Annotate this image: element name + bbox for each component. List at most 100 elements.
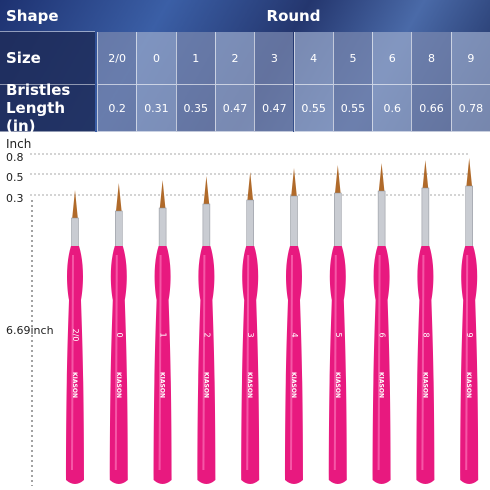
size-label: 5 [334, 332, 343, 337]
brush: 0 KIASON [109, 183, 128, 484]
bristles [334, 165, 341, 195]
brush: 6 KIASON [372, 163, 391, 484]
handle [197, 246, 216, 484]
ferrule [158, 207, 167, 249]
ferrule [115, 210, 123, 249]
scale-unit: Inch [6, 137, 31, 151]
bristles [159, 180, 166, 210]
bristles [203, 176, 210, 206]
bristles [72, 190, 78, 220]
cell: 0.55 [293, 85, 333, 132]
bristles [422, 160, 429, 190]
bristles [115, 183, 122, 213]
brush: 3 KIASON [241, 172, 260, 484]
cell: 4 [293, 32, 333, 85]
spec-table: Shape Round Size 2/0 0 1 2 3 4 5 6 8 9 Bristles Lengt… [0, 0, 490, 135]
cell: 1 [175, 32, 215, 85]
cell: 0.47 [214, 85, 255, 132]
cell: 0 [136, 32, 176, 85]
ferrule [421, 187, 430, 249]
brand-label: KIASON [378, 372, 385, 398]
size-label: 6 [378, 332, 387, 337]
size-label: 2 [202, 332, 211, 337]
handle-shine [377, 254, 381, 471]
scale-mark: 0.5 [6, 171, 24, 184]
brush: 2 KIASON [197, 176, 216, 484]
cell: 0.6 [372, 85, 412, 132]
handle [372, 246, 391, 484]
size-label: 0 [115, 332, 124, 337]
handle-shine [202, 254, 206, 471]
handle [109, 246, 128, 484]
cell: 9 [450, 32, 490, 85]
size-label: 9 [465, 332, 474, 337]
size-label: 2/0 [71, 329, 80, 342]
brand-label: KIASON [115, 372, 122, 398]
cell: 0.31 [136, 85, 176, 132]
brand-label: KIASON [71, 372, 78, 398]
brush: 8 KIASON [416, 160, 435, 484]
length-label: 6.69inch [6, 324, 54, 337]
cell: 2/0 [97, 32, 137, 85]
handle-shine [290, 254, 293, 471]
brand-label: KIASON [290, 372, 297, 398]
cell: 0.55 [332, 85, 373, 132]
cell: 0.66 [411, 85, 451, 132]
cell: 2 [214, 32, 255, 85]
handle [66, 246, 84, 484]
brand-label: KIASON [159, 372, 166, 398]
handle [241, 246, 260, 484]
size-label: 4 [290, 332, 299, 337]
row-header: Bristles Length (in) [0, 81, 95, 135]
cell: 0.35 [175, 85, 215, 132]
handle [285, 246, 303, 484]
brand-label: KIASON [465, 372, 472, 398]
cell: 8 [411, 32, 451, 85]
handle-shine [158, 254, 162, 471]
cell: 6 [372, 32, 412, 85]
brush: 9 KIASON [460, 158, 479, 484]
bristles [291, 168, 297, 198]
ferrule [377, 190, 386, 249]
brush: 1 KIASON [153, 180, 172, 484]
cell: 0.47 [254, 85, 294, 132]
scale-mark: 0.3 [6, 192, 24, 205]
row-header: Shape [0, 0, 95, 32]
brand-label: KIASON [246, 372, 253, 398]
row-header: Size [0, 32, 95, 85]
ferrule [334, 192, 342, 249]
ferrule [246, 199, 254, 249]
handle [416, 246, 435, 484]
ferrule [71, 217, 79, 249]
brand-label: KIASON [202, 372, 209, 398]
ferrule [290, 195, 298, 249]
brush: 5 KIASON [328, 165, 347, 484]
bristles [247, 172, 254, 202]
handle-shine [421, 254, 425, 471]
handle [153, 246, 172, 484]
brand-label: KIASON [334, 372, 341, 398]
handle [328, 246, 347, 484]
size-label: 1 [159, 332, 168, 337]
cell: 0.2 [97, 85, 137, 132]
scale-mark: 0.8 [6, 151, 24, 164]
brand-label: KIASON [421, 372, 428, 398]
bristles [466, 158, 473, 188]
handle-shine [246, 254, 250, 471]
ferrule [202, 203, 211, 249]
cell: 3 [254, 32, 294, 85]
handle-shine [71, 254, 74, 471]
brush: 4 KIASON [285, 168, 303, 484]
brush: 2/0 KIASON [66, 190, 84, 484]
ferrule [465, 185, 473, 249]
bristles [378, 163, 385, 193]
cell: 0.78 [450, 85, 490, 132]
cell: Round [266, 7, 321, 25]
size-label: 3 [246, 332, 255, 337]
handle-shine [333, 254, 337, 471]
handle-shine [465, 254, 469, 471]
size-label: 8 [421, 332, 430, 337]
cell: 5 [332, 32, 373, 85]
